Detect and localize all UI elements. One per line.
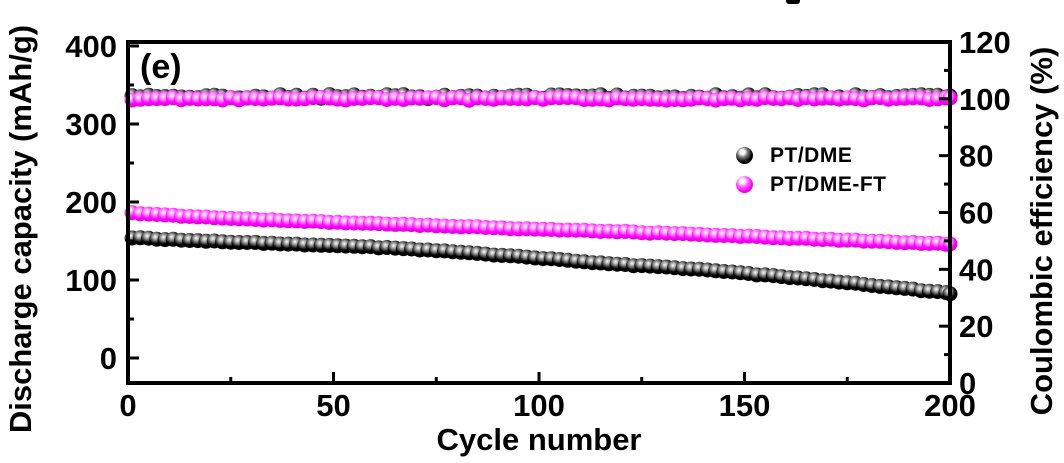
y-left-tick-label: 100 <box>65 263 117 298</box>
y-right-tick-label: 40 <box>959 252 993 287</box>
cropped-text-fragment <box>786 0 800 4</box>
y-left-tick-label: 200 <box>65 185 117 220</box>
series-capacity <box>124 205 958 252</box>
legend-item-pt-dme-ft: PT/DME-FT <box>736 170 886 199</box>
x-tick-label: 200 <box>924 388 976 423</box>
y-right-tick-label: 80 <box>959 139 993 174</box>
y-right-tick-label: 20 <box>959 309 993 344</box>
sphere-marker-icon <box>736 176 753 193</box>
data-series <box>124 87 958 302</box>
legend-item-pt-dme: PT/DME <box>736 141 886 170</box>
series-efficiency <box>124 90 958 108</box>
x-axis-title: Cycle number <box>436 422 642 457</box>
y-right-axis-title: Coulombic efficiency (%) <box>1024 46 1059 416</box>
axis-ticks <box>126 40 952 385</box>
legend: PT/DME PT/DME-FT <box>736 141 886 199</box>
legend-label: PT/DME-FT <box>770 172 887 196</box>
y-right-tick-label: 100 <box>959 82 1011 117</box>
x-tick-label: 0 <box>119 388 136 423</box>
y-left-tick-label: 0 <box>100 341 117 376</box>
sphere-marker-icon <box>736 147 753 164</box>
y-right-tick-label: 120 <box>959 25 1011 60</box>
y-left-tick-label: 400 <box>65 29 117 64</box>
x-tick-label: 100 <box>513 388 565 423</box>
y-left-axis-title: Discharge capacity (mAh/g) <box>3 24 38 434</box>
panel-label: (e) <box>140 48 182 86</box>
tick-labels: 0 100 200 300 400 0 20 40 60 80 100 120 0 50 100 150 200 <box>65 25 1010 423</box>
legend-label: PT/DME <box>770 143 853 167</box>
x-tick-label: 150 <box>719 388 771 423</box>
y-right-tick-label: 60 <box>959 196 993 231</box>
y-left-tick-label: 300 <box>65 107 117 142</box>
y-right-tick-label: 0 <box>959 366 976 401</box>
x-tick-label: 50 <box>316 388 350 423</box>
series-capacity <box>124 230 958 302</box>
